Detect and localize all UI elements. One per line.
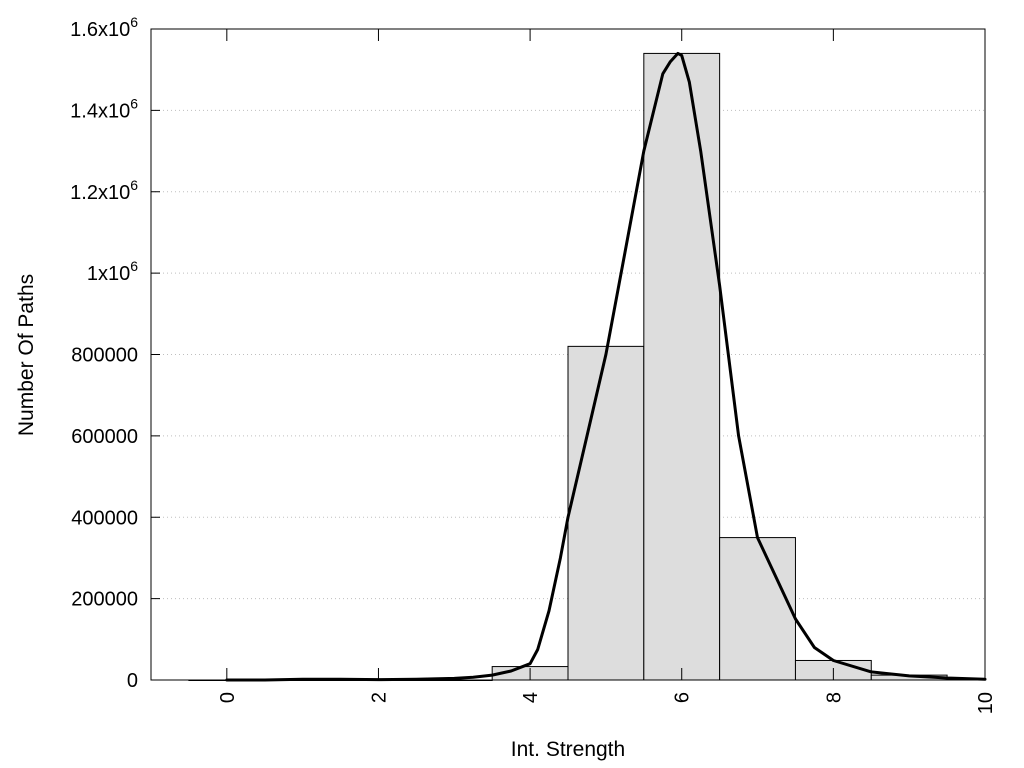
histogram-bars	[188, 52, 948, 681]
fit-curve-line	[225, 51, 987, 682]
y-tick-label-1: 200000	[71, 589, 138, 611]
x-tick-label-4: 8	[823, 692, 845, 703]
y-axis-title: Number Of Paths	[15, 274, 38, 436]
tick-labels: 0 200000 400000 600000 800000 1x106 1.2x106 1.4…	[70, 14, 997, 714]
x-tick-label-2: 4	[520, 692, 542, 703]
y-tick-label-8: 1.6x106	[70, 14, 138, 41]
x-tick-label-1: 2	[368, 692, 390, 703]
y-tick-label-7: 1.4x106	[70, 95, 138, 122]
bar-5	[567, 345, 645, 681]
x-tick-label-0: 0	[217, 692, 239, 703]
bar-7	[719, 537, 796, 681]
x-tick-label-5: 10	[975, 692, 997, 714]
y-tick-label-2: 400000	[71, 507, 138, 529]
y-tick-label-3: 600000	[71, 426, 138, 448]
x-tick-label-3: 6	[672, 692, 694, 703]
y-tick-label-5: 1x106	[87, 258, 138, 285]
y-tick-label-4: 800000	[71, 345, 138, 367]
x-axis-title: Int. Strength	[511, 738, 625, 761]
axis-ticks	[151, 28, 986, 681]
bar-6	[643, 52, 721, 681]
y-tick-label-6: 1.2x106	[70, 177, 138, 204]
y-tick-label-0: 0	[127, 670, 138, 692]
fit-curve	[225, 51, 987, 682]
